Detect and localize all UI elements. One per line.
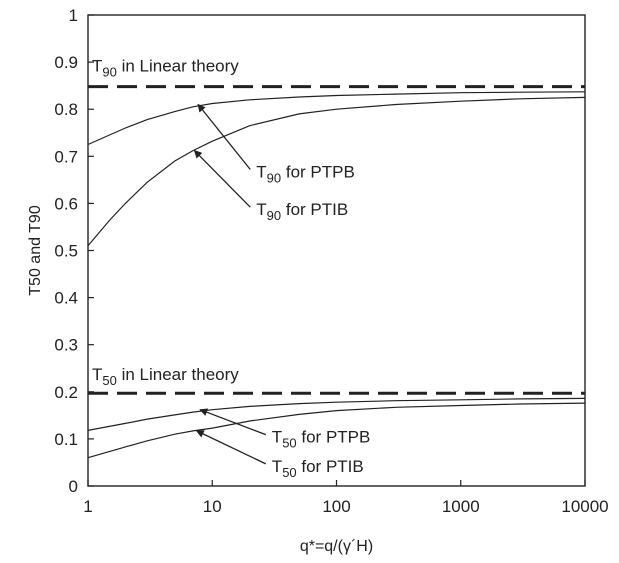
y-axis-title: T50 and T90 xyxy=(27,205,44,296)
y-tick-label: 1 xyxy=(69,6,78,25)
annotation-t50-ptib: T50 for PTIB xyxy=(272,457,364,480)
series-line-t50-for-ptpb xyxy=(87,397,586,431)
y-tick-label: 0.1 xyxy=(54,430,78,449)
annotation-layer: T90 in Linear theory T90 for PTPB T90 for … xyxy=(92,57,370,480)
annotation-arrow-t90-ptpb xyxy=(197,103,251,170)
y-tick-label: 0.8 xyxy=(54,100,78,119)
x-tick-label: 10000 xyxy=(561,497,608,516)
series-layer xyxy=(87,85,586,459)
x-tick-label: 1000 xyxy=(442,497,480,516)
y-tick-label: 0.4 xyxy=(54,289,78,308)
annotation-t90-ptpb: T90 for PTPB xyxy=(256,162,355,185)
x-axis-title: q*=q/(γ´H) xyxy=(300,538,373,555)
annotation-arrow-t50-ptib xyxy=(195,430,267,465)
series-line-t90-for-ptpb xyxy=(87,91,586,146)
series-line-t90-for-ptib xyxy=(87,96,586,247)
y-tick-label: 0 xyxy=(69,477,78,496)
series-line-t50-for-ptib xyxy=(87,402,586,459)
annotation-t50-linear: T50 in Linear theory xyxy=(92,365,239,388)
annotation-arrow-t50-ptpb xyxy=(199,408,267,436)
y-tick-label: 0.9 xyxy=(54,53,78,72)
y-tick-label: 0.3 xyxy=(54,336,78,355)
annotation-t90-ptib: T90 for PTIB xyxy=(256,200,348,223)
x-tick-label: 100 xyxy=(322,497,350,516)
x-tick-label: 10 xyxy=(203,497,222,516)
x-tick-label: 1 xyxy=(83,497,92,516)
y-tick-label: 0.6 xyxy=(54,194,78,213)
axes-layer: 0 0.1 0.2 0.3 0.4 0.5 0.6 0.7 0.8 0.9 1 1 10 100 1000 1… xyxy=(54,6,608,516)
y-tick-label: 0.7 xyxy=(54,147,78,166)
annotation-t90-linear: T90 in Linear theory xyxy=(92,57,239,80)
y-tick-label: 0.2 xyxy=(54,383,78,402)
y-tick-label: 0.5 xyxy=(54,242,78,261)
annotation-t50-ptpb: T50 for PTPB xyxy=(272,428,371,451)
annotation-arrow-t90-ptib xyxy=(193,149,251,208)
